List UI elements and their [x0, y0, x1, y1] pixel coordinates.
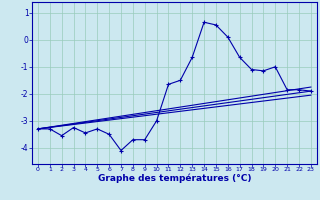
- X-axis label: Graphe des températures (°C): Graphe des températures (°C): [98, 174, 251, 183]
